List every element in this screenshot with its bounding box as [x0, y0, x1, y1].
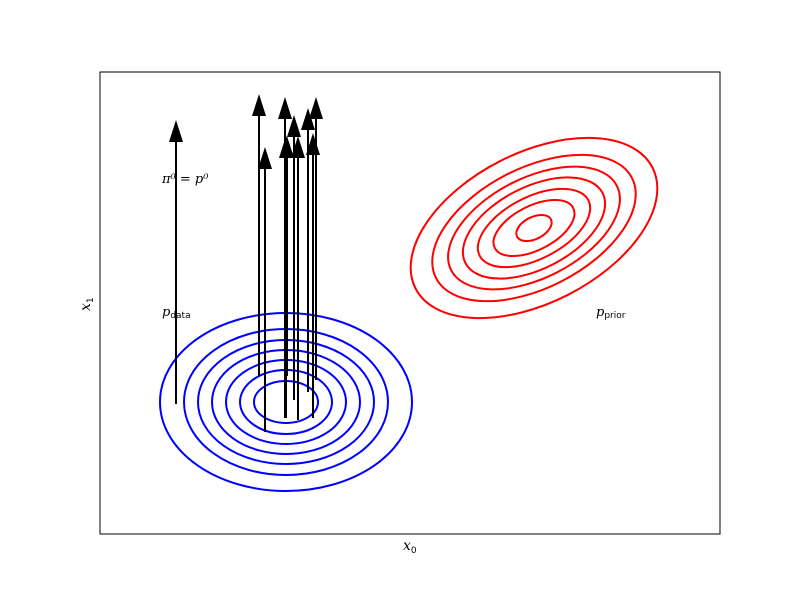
arrow-head: [291, 136, 305, 158]
prior-contour-2: [431, 153, 637, 303]
arrow-7: [291, 136, 305, 420]
prior-contour-6: [492, 199, 576, 257]
arrows: [169, 94, 323, 432]
p-data-sub: data: [170, 311, 190, 321]
prior-contour-7: [515, 213, 553, 243]
p-prior-label: pprior: [596, 305, 626, 321]
prior-contour-3: [447, 165, 621, 291]
arrow-head: [258, 147, 272, 169]
plot-area: [99, 71, 721, 535]
p-prior-main: p: [596, 305, 605, 320]
y-axis-label-main: x: [78, 303, 94, 311]
prior-contour-5: [476, 187, 592, 269]
arrow-head: [287, 115, 301, 137]
arrow-head: [301, 108, 315, 130]
arrow-head: [169, 120, 183, 142]
arrow-head: [280, 136, 294, 158]
arrow-head: [309, 97, 323, 119]
x-axis-label-main: x: [403, 538, 411, 554]
arrow-head: [252, 94, 266, 116]
arrow-2: [252, 94, 266, 376]
p-data-main: p: [162, 305, 171, 320]
y-axis-label-sub: 1: [86, 297, 96, 303]
arrow-1: [169, 120, 183, 404]
y-axis-label: x1: [78, 297, 96, 311]
arrow-6: [287, 115, 301, 400]
pi-equals-p-annotation: π⁰ = p⁰: [161, 172, 209, 187]
arrow-8: [301, 108, 315, 392]
arrow-11: [280, 136, 294, 376]
p-prior-sub: prior: [604, 311, 625, 321]
arrow-head: [278, 97, 292, 119]
arrow-10: [309, 97, 323, 380]
prior-contour-4: [461, 176, 607, 280]
x-axis-label: x0: [403, 538, 417, 556]
prior-contours: [409, 136, 659, 320]
p-data-label: pdata: [162, 305, 191, 321]
x-axis-label-sub: 0: [411, 546, 417, 556]
arrow-3: [258, 147, 272, 432]
prior-contour-1: [409, 136, 659, 320]
